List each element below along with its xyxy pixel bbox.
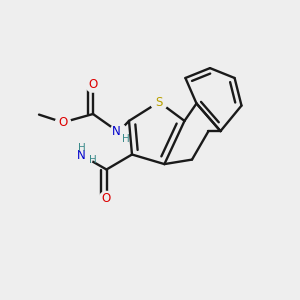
Circle shape <box>85 77 100 92</box>
Circle shape <box>75 148 93 166</box>
Text: O: O <box>102 192 111 206</box>
Circle shape <box>99 191 114 206</box>
Text: H: H <box>78 142 86 153</box>
Text: N: N <box>112 125 121 139</box>
Text: S: S <box>155 95 163 109</box>
Text: H: H <box>88 154 96 165</box>
Circle shape <box>56 115 70 130</box>
Text: H: H <box>122 134 130 144</box>
Circle shape <box>110 124 127 140</box>
Text: N: N <box>77 148 86 162</box>
Circle shape <box>151 94 167 110</box>
Text: O: O <box>88 78 98 91</box>
Text: O: O <box>58 116 68 129</box>
